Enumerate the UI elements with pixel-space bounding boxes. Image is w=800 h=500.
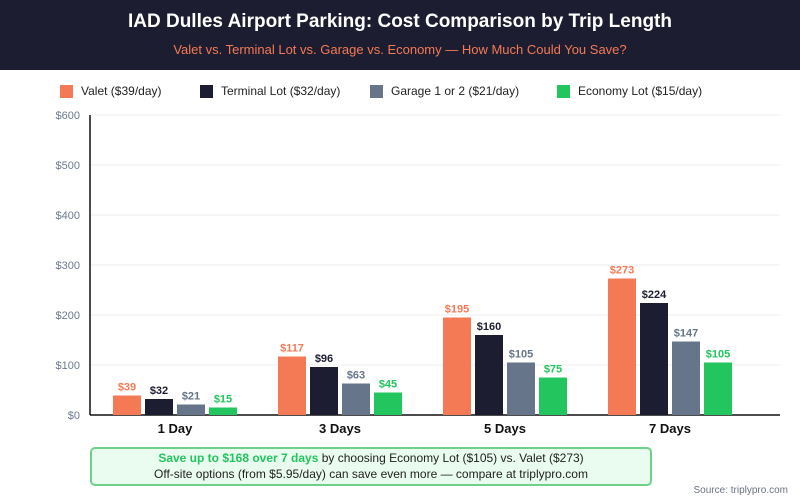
bar: [342, 383, 370, 415]
bar: [608, 278, 636, 415]
legend: Valet ($39/day) Terminal Lot ($32/day) G…: [0, 84, 800, 104]
data-label: $147: [674, 328, 698, 340]
data-label: $96: [315, 353, 333, 365]
data-label: $224: [642, 289, 667, 301]
chart-subtitle: Valet vs. Terminal Lot vs. Garage vs. Ec…: [173, 42, 627, 57]
bar: [374, 392, 402, 415]
y-tick-label: $500: [56, 160, 80, 172]
data-label: $32: [150, 385, 168, 397]
chart-header: IAD Dulles Airport Parking: Cost Compari…: [0, 0, 800, 70]
bar: [113, 395, 141, 415]
bar-chart: $0 $100 $200 $300 $400 $500 $600 $39 $32 $21 $15 1 …: [56, 110, 780, 436]
bar: [145, 399, 173, 415]
y-tick-label: $300: [56, 260, 80, 272]
data-label: $21: [182, 391, 200, 403]
legend-swatch: [200, 84, 213, 98]
x-tick-label: 7 Days: [649, 421, 691, 436]
bar: [640, 303, 668, 415]
bar: [278, 356, 306, 415]
legend-swatch: [370, 84, 383, 98]
bar: [177, 404, 205, 415]
data-label: $15: [214, 394, 232, 406]
data-label: $63: [347, 370, 365, 382]
y-tick-label: $0: [68, 410, 80, 422]
data-label: $117: [280, 343, 304, 355]
savings-highlight: Save up to $168 over 7 days: [158, 451, 319, 465]
data-label: $39: [118, 382, 136, 394]
legend-item-terminal: Terminal Lot ($32/day): [200, 84, 340, 98]
bar: [704, 362, 732, 415]
x-tick-label: 5 Days: [484, 421, 526, 436]
x-tick-label: 1 Day: [158, 421, 193, 436]
data-label: $45: [379, 379, 397, 391]
bar: [507, 362, 535, 415]
bar: [443, 317, 471, 415]
source-label: Source: triplypro.com: [693, 485, 788, 496]
bar: [475, 335, 503, 415]
bar: [310, 367, 338, 415]
bar: [539, 377, 567, 415]
data-label: $195: [445, 304, 469, 316]
data-label: $105: [706, 349, 730, 361]
legend-label: Garage 1 or 2 ($21/day): [391, 84, 520, 98]
legend-item-garage: Garage 1 or 2 ($21/day): [370, 84, 519, 98]
data-label: $75: [544, 364, 562, 376]
offsite-text: Off-site options (from $5.95/day) can sa…: [154, 467, 588, 481]
data-label: $105: [509, 349, 533, 361]
data-label: $160: [477, 321, 501, 333]
y-tick-label: $200: [56, 310, 80, 322]
y-tick-label: $400: [56, 210, 80, 222]
legend-label: Valet ($39/day): [81, 84, 162, 98]
data-label: $273: [610, 265, 634, 277]
savings-text: by choosing Economy Lot ($105) vs. Valet…: [318, 451, 584, 465]
legend-label: Economy Lot ($15/day): [578, 84, 703, 98]
legend-item-valet: Valet ($39/day): [60, 84, 162, 98]
bar: [209, 407, 237, 415]
bar: [672, 341, 700, 415]
legend-swatch: [60, 84, 73, 98]
legend-label: Terminal Lot ($32/day): [221, 84, 341, 98]
chart-title: IAD Dulles Airport Parking: Cost Compari…: [127, 11, 672, 32]
savings-note: Save up to $168 over 7 days by choosing …: [90, 447, 652, 486]
y-tick-label: $600: [56, 110, 80, 122]
legend-swatch: [557, 84, 570, 98]
legend-item-economy: Economy Lot ($15/day): [557, 84, 702, 98]
x-tick-label: 3 Days: [319, 421, 361, 436]
y-tick-label: $100: [56, 360, 80, 372]
